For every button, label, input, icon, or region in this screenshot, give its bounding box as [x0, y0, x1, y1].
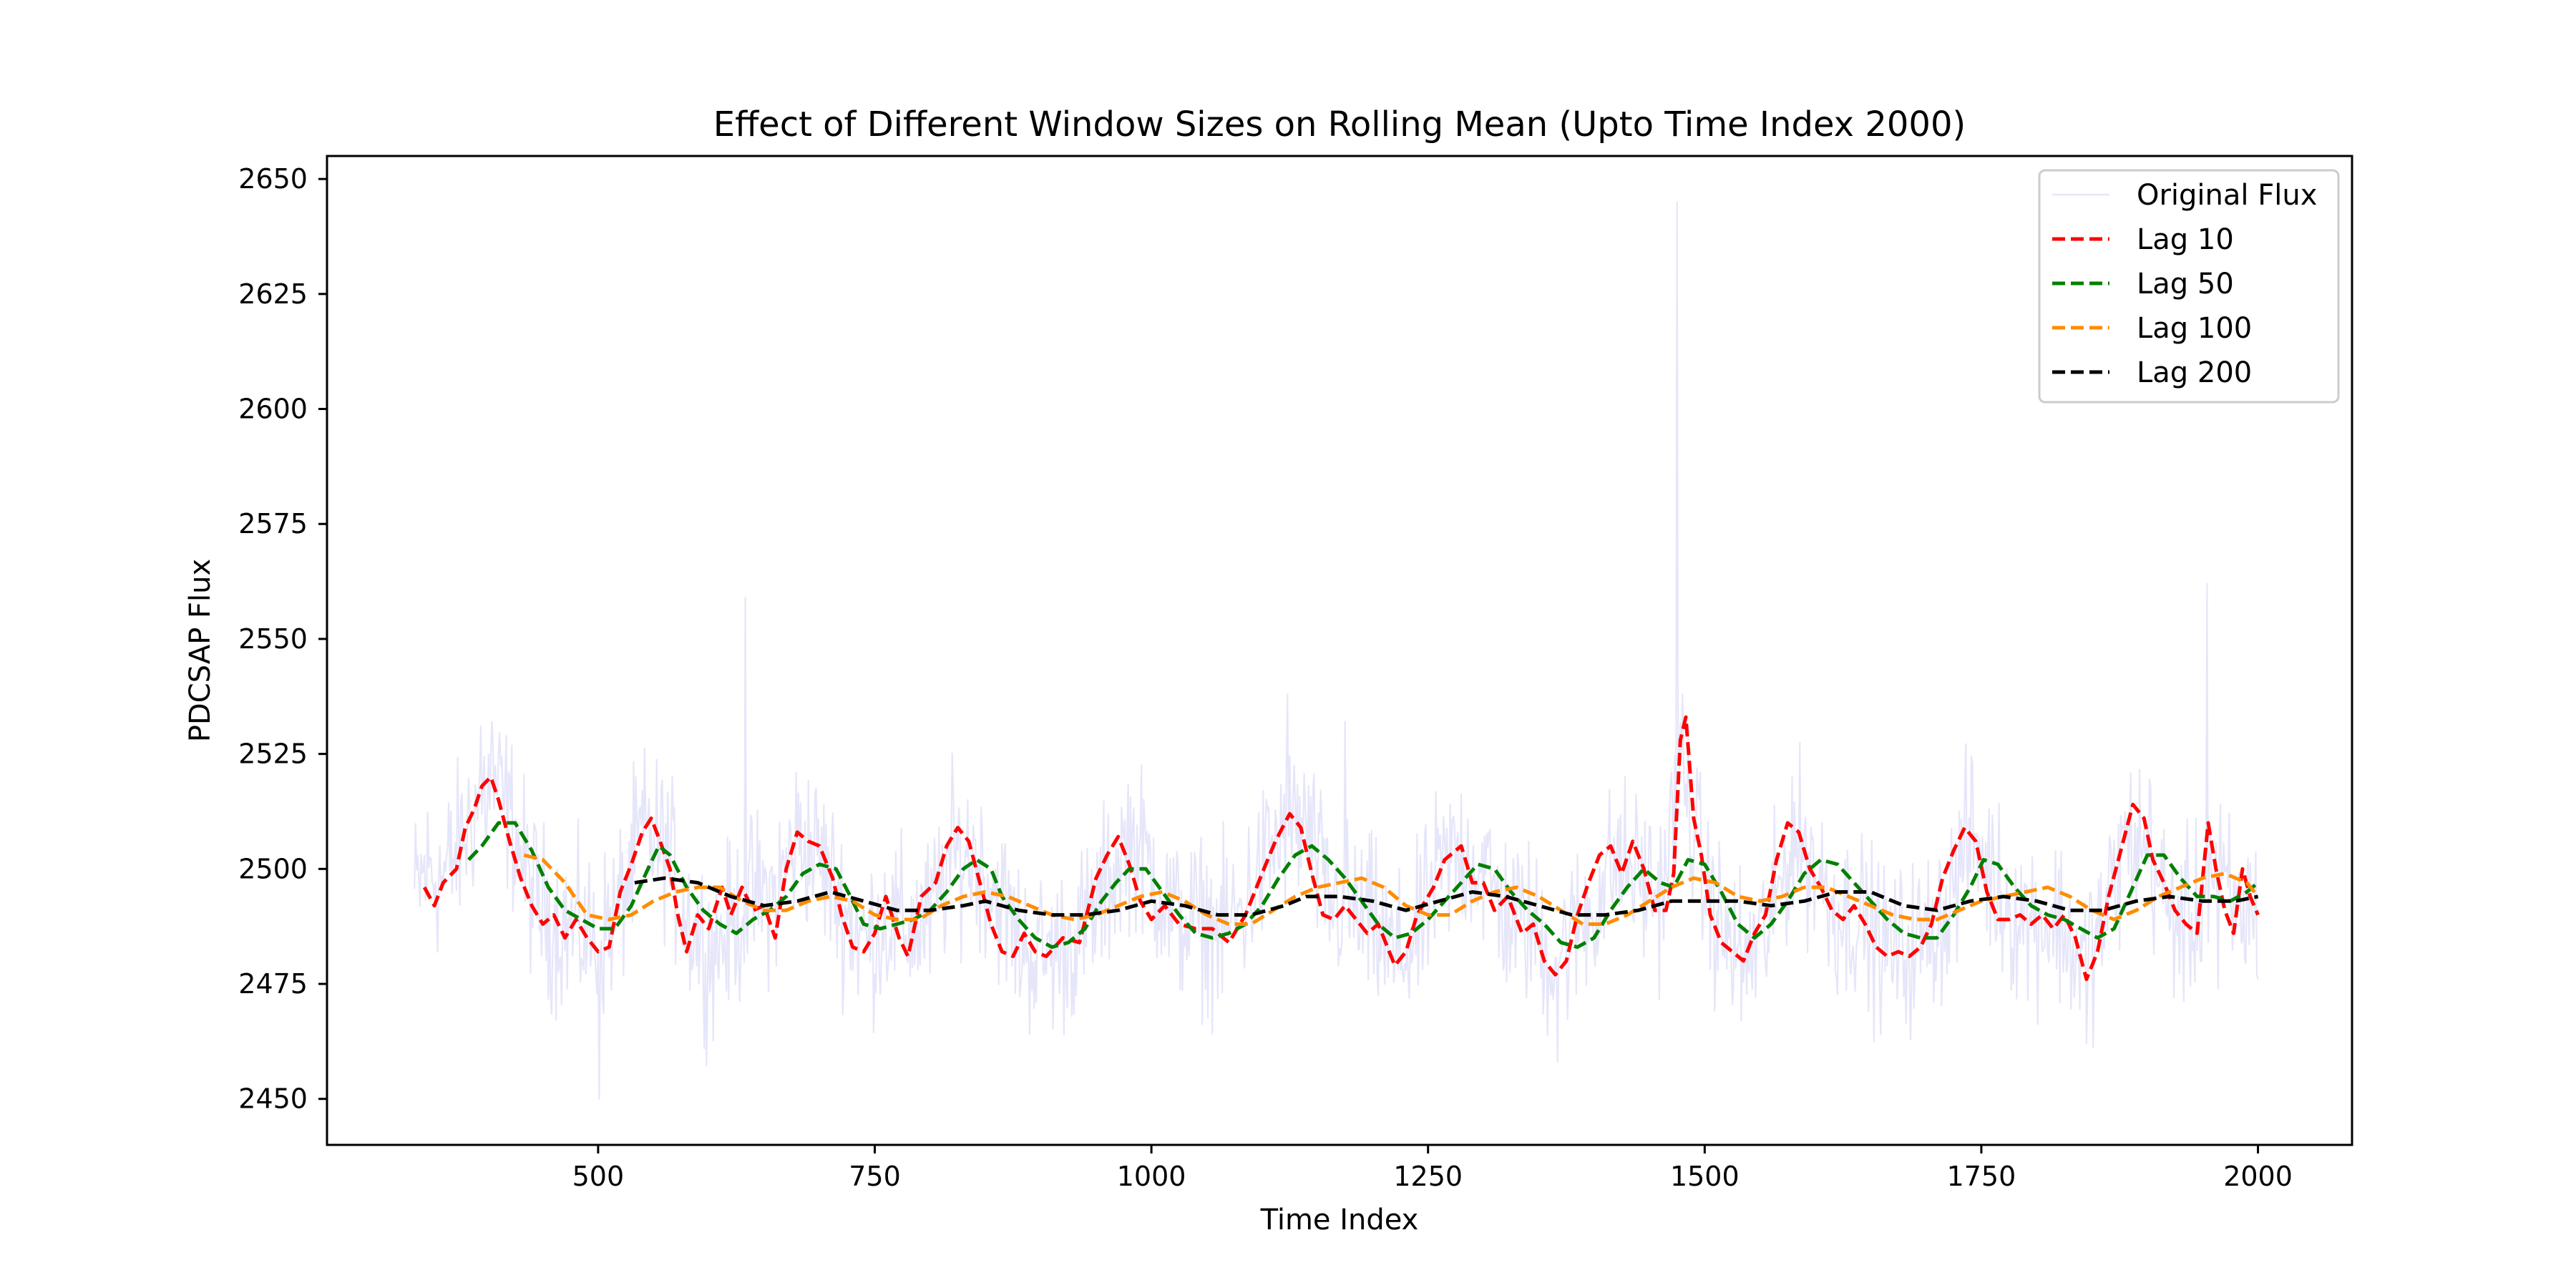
- chart-legend: Original Flux Lag 10 Lag 50 Lag 100 Lag 200: [2038, 169, 2340, 404]
- y-tick-label: 2475: [238, 968, 308, 1000]
- legend-label-lag-100: Lag 100: [2137, 312, 2252, 345]
- legend-box: [2038, 169, 2340, 404]
- chart-title: Effect of Different Window Sizes on Roll…: [713, 104, 1966, 145]
- legend-label-lag-200: Lag 200: [2137, 356, 2252, 389]
- x-tick-label: 1750: [1947, 1161, 2016, 1192]
- x-tick-label: 1000: [1117, 1161, 1186, 1192]
- x-tick-label: 1500: [1670, 1161, 1740, 1192]
- series-line-lag-100: [523, 853, 2260, 926]
- y-tick-label: 2525: [238, 738, 308, 770]
- y-tick-label: 2625: [238, 278, 308, 310]
- y-tick-label: 2575: [238, 508, 308, 540]
- legend-label-lag-50: Lag 50: [2137, 268, 2234, 301]
- series-line-original-flux: [414, 201, 2259, 1100]
- x-tick-label: 500: [572, 1161, 625, 1192]
- x-axis-label: Time Index: [1260, 1204, 1419, 1236]
- y-tick-label: 2650: [238, 163, 308, 195]
- series-line-lag-10: [422, 715, 2260, 982]
- x-axis: 500 750 1000 1250 1500 1750 2000: [572, 1145, 2293, 1192]
- y-tick-label: 2550: [238, 623, 308, 655]
- series-line-lag-50: [467, 821, 2260, 950]
- legend-label-lag-10: Lag 10: [2137, 223, 2234, 256]
- x-tick-label: 2000: [2223, 1161, 2293, 1192]
- x-tick-label: 1250: [1393, 1161, 1463, 1192]
- series-line-lag-200: [634, 876, 2259, 917]
- legend-label-original-flux: Original Flux: [2137, 179, 2317, 212]
- y-axis-label: PDCSAP Flux: [184, 559, 217, 742]
- y-axis: 2450 2475 2500 2525 2550 2575 2600 2625 2650: [238, 163, 327, 1115]
- y-tick-label: 2450: [238, 1083, 308, 1115]
- y-tick-label: 2600: [238, 394, 308, 425]
- plot-frame: [326, 155, 2353, 1146]
- y-tick-label: 2500: [238, 853, 308, 884]
- x-tick-label: 750: [849, 1161, 901, 1192]
- series-layer: [414, 201, 2260, 1100]
